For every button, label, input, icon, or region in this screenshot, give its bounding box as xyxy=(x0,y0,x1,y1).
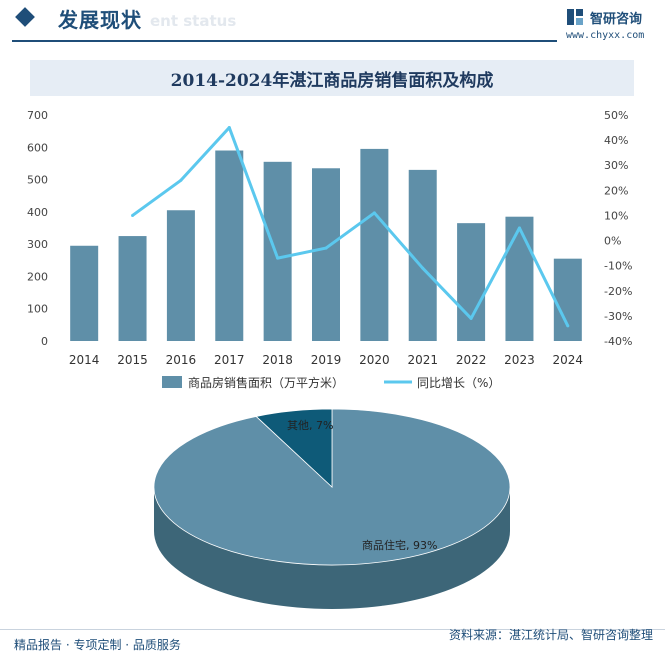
y-left-tick-label: 600 xyxy=(27,141,48,154)
bar-2020 xyxy=(360,148,389,341)
y-left-tick-label: 100 xyxy=(27,303,48,316)
x-tick-label: 2020 xyxy=(359,353,390,367)
y-right-tick-label: 30% xyxy=(604,159,628,172)
growth-point-2015 xyxy=(131,213,135,217)
y-right-tick-label: 40% xyxy=(604,134,628,147)
growth-point-2020 xyxy=(372,211,376,215)
y-right-tick-label: 10% xyxy=(604,209,628,222)
y-right-tick-label: 20% xyxy=(604,184,628,197)
footer-tagline: 精品报告 · 专项定制 · 品质服务 xyxy=(14,638,181,652)
chart-title: 2014-2024年湛江商品房销售面积及构成 xyxy=(170,71,494,91)
logo-icon xyxy=(567,9,583,25)
pie-label-residential: 商品住宅, 93% xyxy=(362,538,437,552)
x-tick-label: 2014 xyxy=(69,353,100,367)
growth-point-2018 xyxy=(276,256,280,260)
x-tick-label: 2017 xyxy=(214,353,245,367)
y-left-tick-label: 500 xyxy=(27,174,48,187)
legend-bar-swatch xyxy=(162,376,182,388)
pie-slice-商品住宅 xyxy=(153,408,511,566)
legend-line-label: 同比增长（%） xyxy=(417,376,500,390)
pie-slice-其他 xyxy=(255,408,333,488)
chart-title-band xyxy=(30,60,634,96)
footer-divider xyxy=(0,629,665,630)
y-left-tick-label: 200 xyxy=(27,270,48,283)
legend-bar-label: 商品房销售面积（万平方米） xyxy=(188,375,344,390)
combo-chart: 0 100 200 300 400 500 600 700 -40% -30% -20% -10% 0%… xyxy=(27,109,632,390)
x-tick-label: 2015 xyxy=(117,353,148,367)
y-right-tick-label: -20% xyxy=(604,285,632,298)
y-right-tick-label: -10% xyxy=(604,260,632,273)
growth-point-2023 xyxy=(517,226,521,230)
bar-2015 xyxy=(118,236,147,341)
y-left-tick-label: 400 xyxy=(27,206,48,219)
logo-url: www.chyxx.com xyxy=(566,30,645,41)
x-tick-label: 2022 xyxy=(456,353,487,367)
bar-2023 xyxy=(505,216,534,341)
pie-label-other: 其他, 7% xyxy=(287,419,333,432)
y-left-tick-label: 0 xyxy=(41,335,48,348)
y-left-tick-label: 300 xyxy=(27,238,48,251)
y-right-tick-label: -40% xyxy=(604,335,632,348)
y-right-tick-label: 0% xyxy=(604,235,621,248)
bar-2017 xyxy=(215,150,244,341)
bar-2019 xyxy=(312,168,340,341)
y-right-tick-label: -30% xyxy=(604,310,632,323)
y-right-tick-label: 50% xyxy=(604,109,628,122)
bar-2016 xyxy=(166,210,195,341)
x-tick-label: 2021 xyxy=(407,353,438,367)
x-tick-label: 2016 xyxy=(166,353,197,367)
header-divider xyxy=(12,40,557,42)
bar-2018 xyxy=(263,161,292,341)
x-tick-label: 2024 xyxy=(553,353,584,367)
x-tick-label: 2023 xyxy=(504,353,535,367)
page-header: 发展现状 ent status 智研咨询 www.chyxx.com xyxy=(0,0,665,42)
x-tick-label: 2018 xyxy=(262,353,293,367)
footer-source: 资料来源：湛江统计局、智研咨询整理 xyxy=(448,628,653,642)
pie-chart: 商品住宅, 93% 其他, 7% xyxy=(153,408,511,609)
growth-line xyxy=(131,126,570,327)
section-title: 发展现状 xyxy=(58,8,142,32)
pie-side-wall xyxy=(154,487,510,609)
bar-2022 xyxy=(457,223,486,341)
growth-point-2017 xyxy=(227,126,231,130)
growth-point-2019 xyxy=(324,246,328,250)
growth-point-2022 xyxy=(469,316,473,320)
x-tick-label: 2019 xyxy=(311,353,342,367)
growth-point-2016 xyxy=(179,178,183,182)
bar-2014 xyxy=(70,245,99,341)
y-left-tick-label: 700 xyxy=(27,109,48,122)
logo-name: 智研咨询 xyxy=(590,12,643,27)
growth-point-2024 xyxy=(566,324,570,328)
ghost-watermark-text: ent status xyxy=(150,12,237,30)
growth-point-2021 xyxy=(421,266,425,270)
